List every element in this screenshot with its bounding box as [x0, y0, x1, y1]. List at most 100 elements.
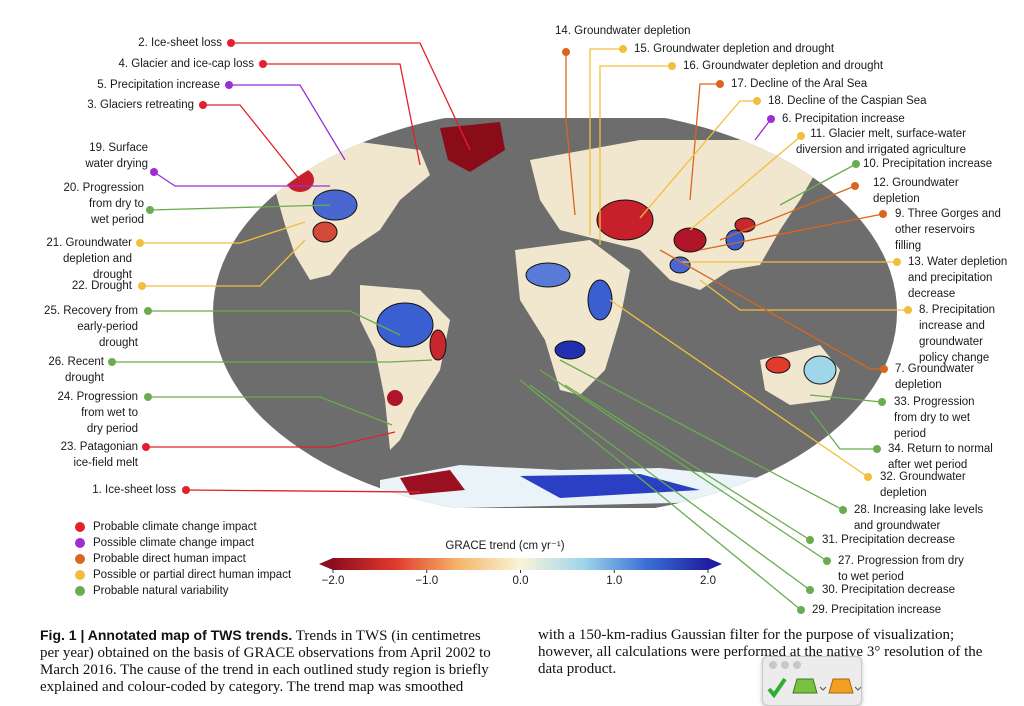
- annotation-label: other reservoirs: [895, 224, 975, 236]
- leader-line: [142, 239, 306, 287]
- annotation-dot: [893, 258, 901, 266]
- caption-text: explained and colour-coded by category. …: [40, 679, 464, 695]
- annotation-dot: [797, 606, 805, 614]
- legend-label: Probable natural variability: [93, 585, 229, 597]
- annotation-dot: [144, 393, 152, 401]
- annotation-label: 30. Precipitation decrease: [822, 584, 955, 596]
- leader-line: [559, 359, 844, 511]
- annotation-dot: [668, 62, 676, 70]
- leader-line: [699, 213, 884, 251]
- annotation-dot: [259, 60, 267, 68]
- annotation-label: 13. Water depletion: [908, 256, 1007, 268]
- colorbar: GRACE trend (cm yr⁻¹) −2.0 −1.0 0.0 1.0 2.0: [319, 540, 722, 587]
- caption-right: with a 150-km-radius Gaussian filter for…: [538, 627, 982, 678]
- window-button[interactable]: [793, 661, 801, 669]
- legend-dot: [75, 570, 85, 580]
- annotation-label: ice-field melt: [73, 457, 138, 469]
- annotation-label: 32. Groundwater: [880, 471, 966, 483]
- leader-line: [539, 369, 828, 562]
- annotation-dot: [136, 239, 144, 247]
- annotation-labels: 2. Ice-sheet loss 4. Glacier and ice-cap …: [44, 25, 1007, 616]
- annotation-dot: [199, 101, 207, 109]
- leader-line: [140, 221, 306, 244]
- annotation-dot: [225, 81, 233, 89]
- annotation-label: decrease: [908, 288, 955, 300]
- leader-line: [809, 394, 883, 403]
- annotation-label: 17. Decline of the Aral Sea: [731, 78, 868, 90]
- annotation-label: 4. Glacier and ice-cap loss: [118, 58, 254, 70]
- annotation-dot: [138, 282, 146, 290]
- leader-line: [148, 396, 393, 426]
- annotation-label: groundwater: [919, 336, 983, 348]
- annotation-label: 7. Groundwater: [895, 363, 974, 375]
- dropdown-arrow[interactable]: [854, 686, 862, 691]
- annotation-label: 3. Glaciers retreating: [87, 99, 194, 111]
- annotation-dot: [878, 398, 886, 406]
- leader-line: [231, 42, 471, 151]
- highlight-icon[interactable]: [828, 678, 854, 694]
- trend-patch: [387, 390, 403, 406]
- annotation-label: 29. Precipitation increase: [812, 604, 941, 616]
- window-button[interactable]: [781, 661, 789, 669]
- annotation-label: 14. Groundwater depletion: [555, 25, 691, 37]
- trend-patch: [525, 262, 571, 288]
- annotation-label: 8. Precipitation: [919, 304, 995, 316]
- colorbar-title: GRACE trend (cm yr⁻¹): [445, 540, 564, 552]
- annotation-label: 25. Recovery from: [44, 305, 138, 317]
- leader-line: [148, 310, 401, 336]
- check-icon[interactable]: [767, 677, 787, 699]
- annotation-label: after wet period: [888, 459, 967, 471]
- annotation-dot: [619, 45, 627, 53]
- annotation-dot: [806, 586, 814, 594]
- annotation-dot: [562, 48, 570, 56]
- annotation-label: 28. Increasing lake levels: [854, 504, 983, 516]
- trend-patch: [765, 356, 791, 374]
- annotation-dot: [823, 557, 831, 565]
- land: [530, 140, 820, 290]
- colorbar-extend-low: [319, 558, 333, 570]
- trend-patch: [673, 227, 707, 253]
- legend: Probable climate change impact Possible c…: [75, 521, 292, 597]
- annotation-label: 9. Three Gorges and: [895, 208, 1001, 220]
- annotation-label: early-period: [77, 321, 138, 333]
- annotation-label: 6. Precipitation increase: [782, 113, 905, 125]
- leader-line: [779, 163, 857, 206]
- leader-line: [609, 299, 869, 478]
- annotation-label: 21. Groundwater: [46, 237, 132, 249]
- legend-dot: [75, 554, 85, 564]
- trend-patch: [596, 199, 654, 241]
- annotation-dot: [864, 473, 872, 481]
- window-button[interactable]: [769, 661, 777, 669]
- annotation-label: 19. Surface: [89, 142, 148, 154]
- annotation-label: 11. Glacier melt, surface-water: [810, 128, 966, 140]
- caption-text: data product.: [538, 661, 617, 677]
- dropdown-arrow[interactable]: [819, 686, 827, 691]
- annotation-label: diversion and irrigated agriculture: [796, 144, 966, 156]
- leader-line: [146, 431, 396, 448]
- annotation-label: 18. Decline of the Caspian Sea: [768, 95, 927, 107]
- caption-text: March 2016. The cause of the trend in ea…: [40, 662, 489, 678]
- annotation-label: filling: [895, 240, 921, 252]
- annotation-label: depletion: [895, 379, 942, 391]
- leader-line: [203, 104, 301, 181]
- leader-line: [112, 359, 433, 363]
- caption-title: Fig. 1 | Annotated map of TWS trends.: [40, 627, 293, 643]
- legend-label: Possible or partial direct human impact: [93, 569, 292, 581]
- annotation-label: and groundwater: [854, 520, 940, 532]
- annotation-label: to wet period: [838, 571, 904, 583]
- colorbar-tick-label: 1.0: [606, 575, 622, 587]
- annotation-label: depletion: [880, 487, 927, 499]
- caption-text: per year) obtained on the basis of GRACE…: [40, 645, 491, 661]
- annotation-label: from wet to: [81, 407, 138, 419]
- leader-line: [519, 379, 802, 611]
- annotation-dot: [904, 306, 912, 314]
- highlight-icon[interactable]: [792, 678, 818, 694]
- annotation-dot: [880, 365, 888, 373]
- leader-line: [639, 100, 757, 219]
- leader-line: [719, 185, 856, 241]
- annotation-dot: [851, 182, 859, 190]
- map: [213, 118, 897, 510]
- colorbar-tick-label: −1.0: [415, 575, 438, 587]
- annotation-label: policy change: [919, 352, 989, 364]
